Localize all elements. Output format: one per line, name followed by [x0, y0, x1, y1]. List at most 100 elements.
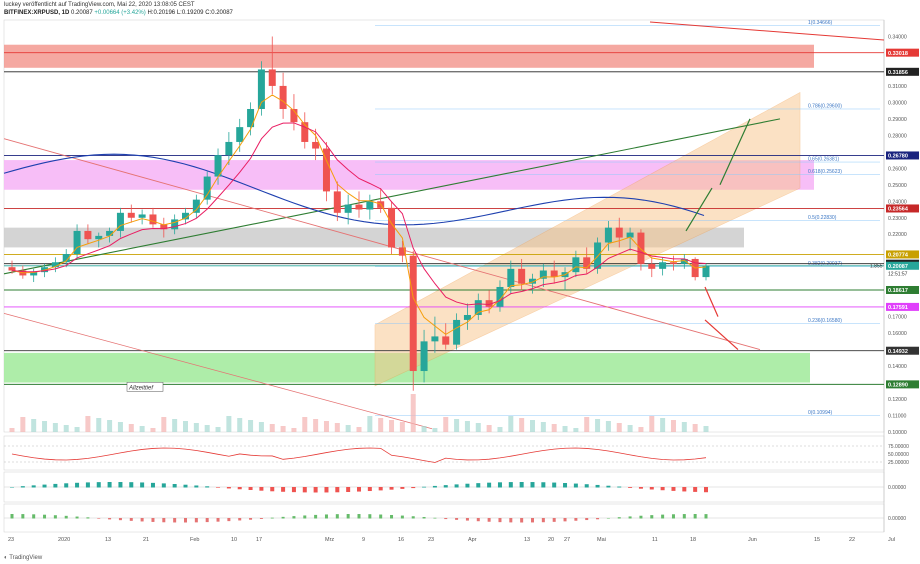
volume-bar-8	[96, 418, 102, 432]
osc-bar-39	[433, 517, 437, 519]
osc-bar-8	[97, 518, 101, 519]
price-tag-label-7: 0.18617	[888, 288, 908, 294]
resistance-zone	[4, 44, 814, 68]
osc-bar-4	[53, 515, 57, 519]
osc-bar-14	[162, 518, 166, 523]
osc-bar-17	[194, 518, 198, 523]
macd-bar-54	[595, 484, 600, 488]
y-tick-21: 0.12000	[888, 397, 907, 403]
candle-body-14	[160, 224, 168, 230]
volume-bar-52	[573, 428, 579, 432]
volume-bar-48	[530, 420, 535, 432]
macd-bar-14	[161, 483, 166, 488]
macd-bar-38	[422, 486, 427, 488]
macd-bar-50	[552, 482, 557, 488]
macd-bar-62	[682, 487, 687, 492]
candle-body-60	[659, 262, 667, 269]
x-tick-16: 11	[652, 537, 658, 543]
macd-bar-59	[649, 487, 654, 490]
osc-bar-23	[259, 518, 263, 519]
macd-bar-43	[476, 483, 481, 488]
osc-bar-50	[552, 518, 556, 522]
macd-bar-32	[357, 487, 361, 492]
x-tick-20: 22	[849, 537, 855, 543]
candle-body-37	[409, 255, 417, 372]
osc-bar-57	[628, 516, 632, 519]
macd-bar-5	[64, 483, 69, 488]
osc-bar-27	[303, 515, 307, 519]
osc-bar-10	[118, 518, 122, 521]
y-tick-22: 0.11000	[888, 414, 906, 420]
fib-label-7: 0(0.10994)	[808, 410, 833, 416]
price-tag-6	[886, 261, 919, 270]
volume-bar-39	[432, 428, 438, 432]
volume-bar-36	[399, 422, 405, 432]
volume-bar-56	[616, 423, 622, 432]
x-tick-9: 16	[398, 537, 404, 543]
candle-body-35	[388, 207, 396, 248]
osc-bar-43	[476, 518, 480, 522]
y-tick-3: 0.30000	[888, 100, 907, 106]
rsi-pane	[3, 435, 885, 471]
candle-body-46	[507, 268, 515, 287]
macd-bar-8	[96, 482, 101, 488]
volume-bar-44	[486, 425, 492, 432]
volume-bar-35	[389, 420, 395, 432]
osc-bar-42	[465, 518, 469, 521]
price-tag-7	[886, 285, 919, 294]
macd-bar-47	[519, 482, 524, 488]
high-value: H:0.20196	[147, 10, 176, 16]
price-tag-3	[886, 204, 919, 213]
candle-body-59	[648, 263, 656, 269]
candle-body-25	[279, 85, 287, 109]
volume-bar-45	[497, 427, 503, 432]
macd-bar-15	[172, 484, 177, 488]
macd-bar-2	[31, 485, 36, 488]
osc-bar-61	[671, 514, 675, 519]
osc-bar-22	[249, 518, 253, 520]
volume-bar-6	[74, 427, 80, 432]
osc-bar-60	[661, 514, 665, 519]
candle-body-64	[702, 265, 710, 278]
macd-bar-36	[400, 487, 405, 489]
candle-body-31	[344, 204, 352, 213]
volume-bar-2	[31, 419, 37, 432]
volume-bar-23	[258, 422, 264, 432]
volume-bar-29	[323, 421, 329, 432]
candle-body-32	[355, 204, 363, 210]
macd-bar-53	[584, 484, 589, 488]
price-extra-label-1: 12:51:57	[888, 272, 908, 278]
candle-body-52	[572, 257, 580, 273]
osc-tick-0: 0.00000	[888, 516, 906, 522]
osc-bar-49	[541, 518, 545, 523]
y-tick-11: 0.22000	[888, 232, 907, 238]
osc-bar-20	[227, 518, 231, 522]
candle-body-17	[192, 199, 200, 213]
volume-bar-62	[681, 422, 687, 432]
osc-bar-37	[411, 516, 415, 519]
osc-bar-7	[86, 517, 90, 519]
osc-bar-30	[335, 514, 339, 519]
x-tick-1: 2020	[58, 537, 70, 543]
x-tick-15: Mai	[597, 537, 606, 543]
candle-body-39	[431, 336, 439, 342]
osc-bar-18	[205, 518, 209, 523]
macd-bar-56	[617, 486, 622, 488]
candle-body-19	[214, 155, 222, 177]
volume-bar-34	[378, 418, 384, 432]
x-tick-3: 21	[143, 537, 149, 543]
volume-bar-0	[9, 428, 15, 432]
volume-bar-50	[551, 424, 557, 432]
osc-bar-1	[21, 514, 25, 519]
volume-bar-16	[183, 421, 188, 432]
y-tick-7: 0.26000	[888, 166, 907, 172]
price-tag-label-2: 0.26780	[888, 154, 908, 160]
tradingview-brand: ◐ TradingView	[4, 555, 42, 561]
volume-bar-7	[85, 416, 91, 432]
macd-bar-41	[454, 484, 459, 488]
macd-bar-17	[194, 485, 199, 488]
candle-body-55	[604, 227, 612, 243]
volume-bar-57	[627, 425, 633, 432]
symbol-label: BITFINEX:XRPUSD, 1D	[4, 10, 70, 16]
